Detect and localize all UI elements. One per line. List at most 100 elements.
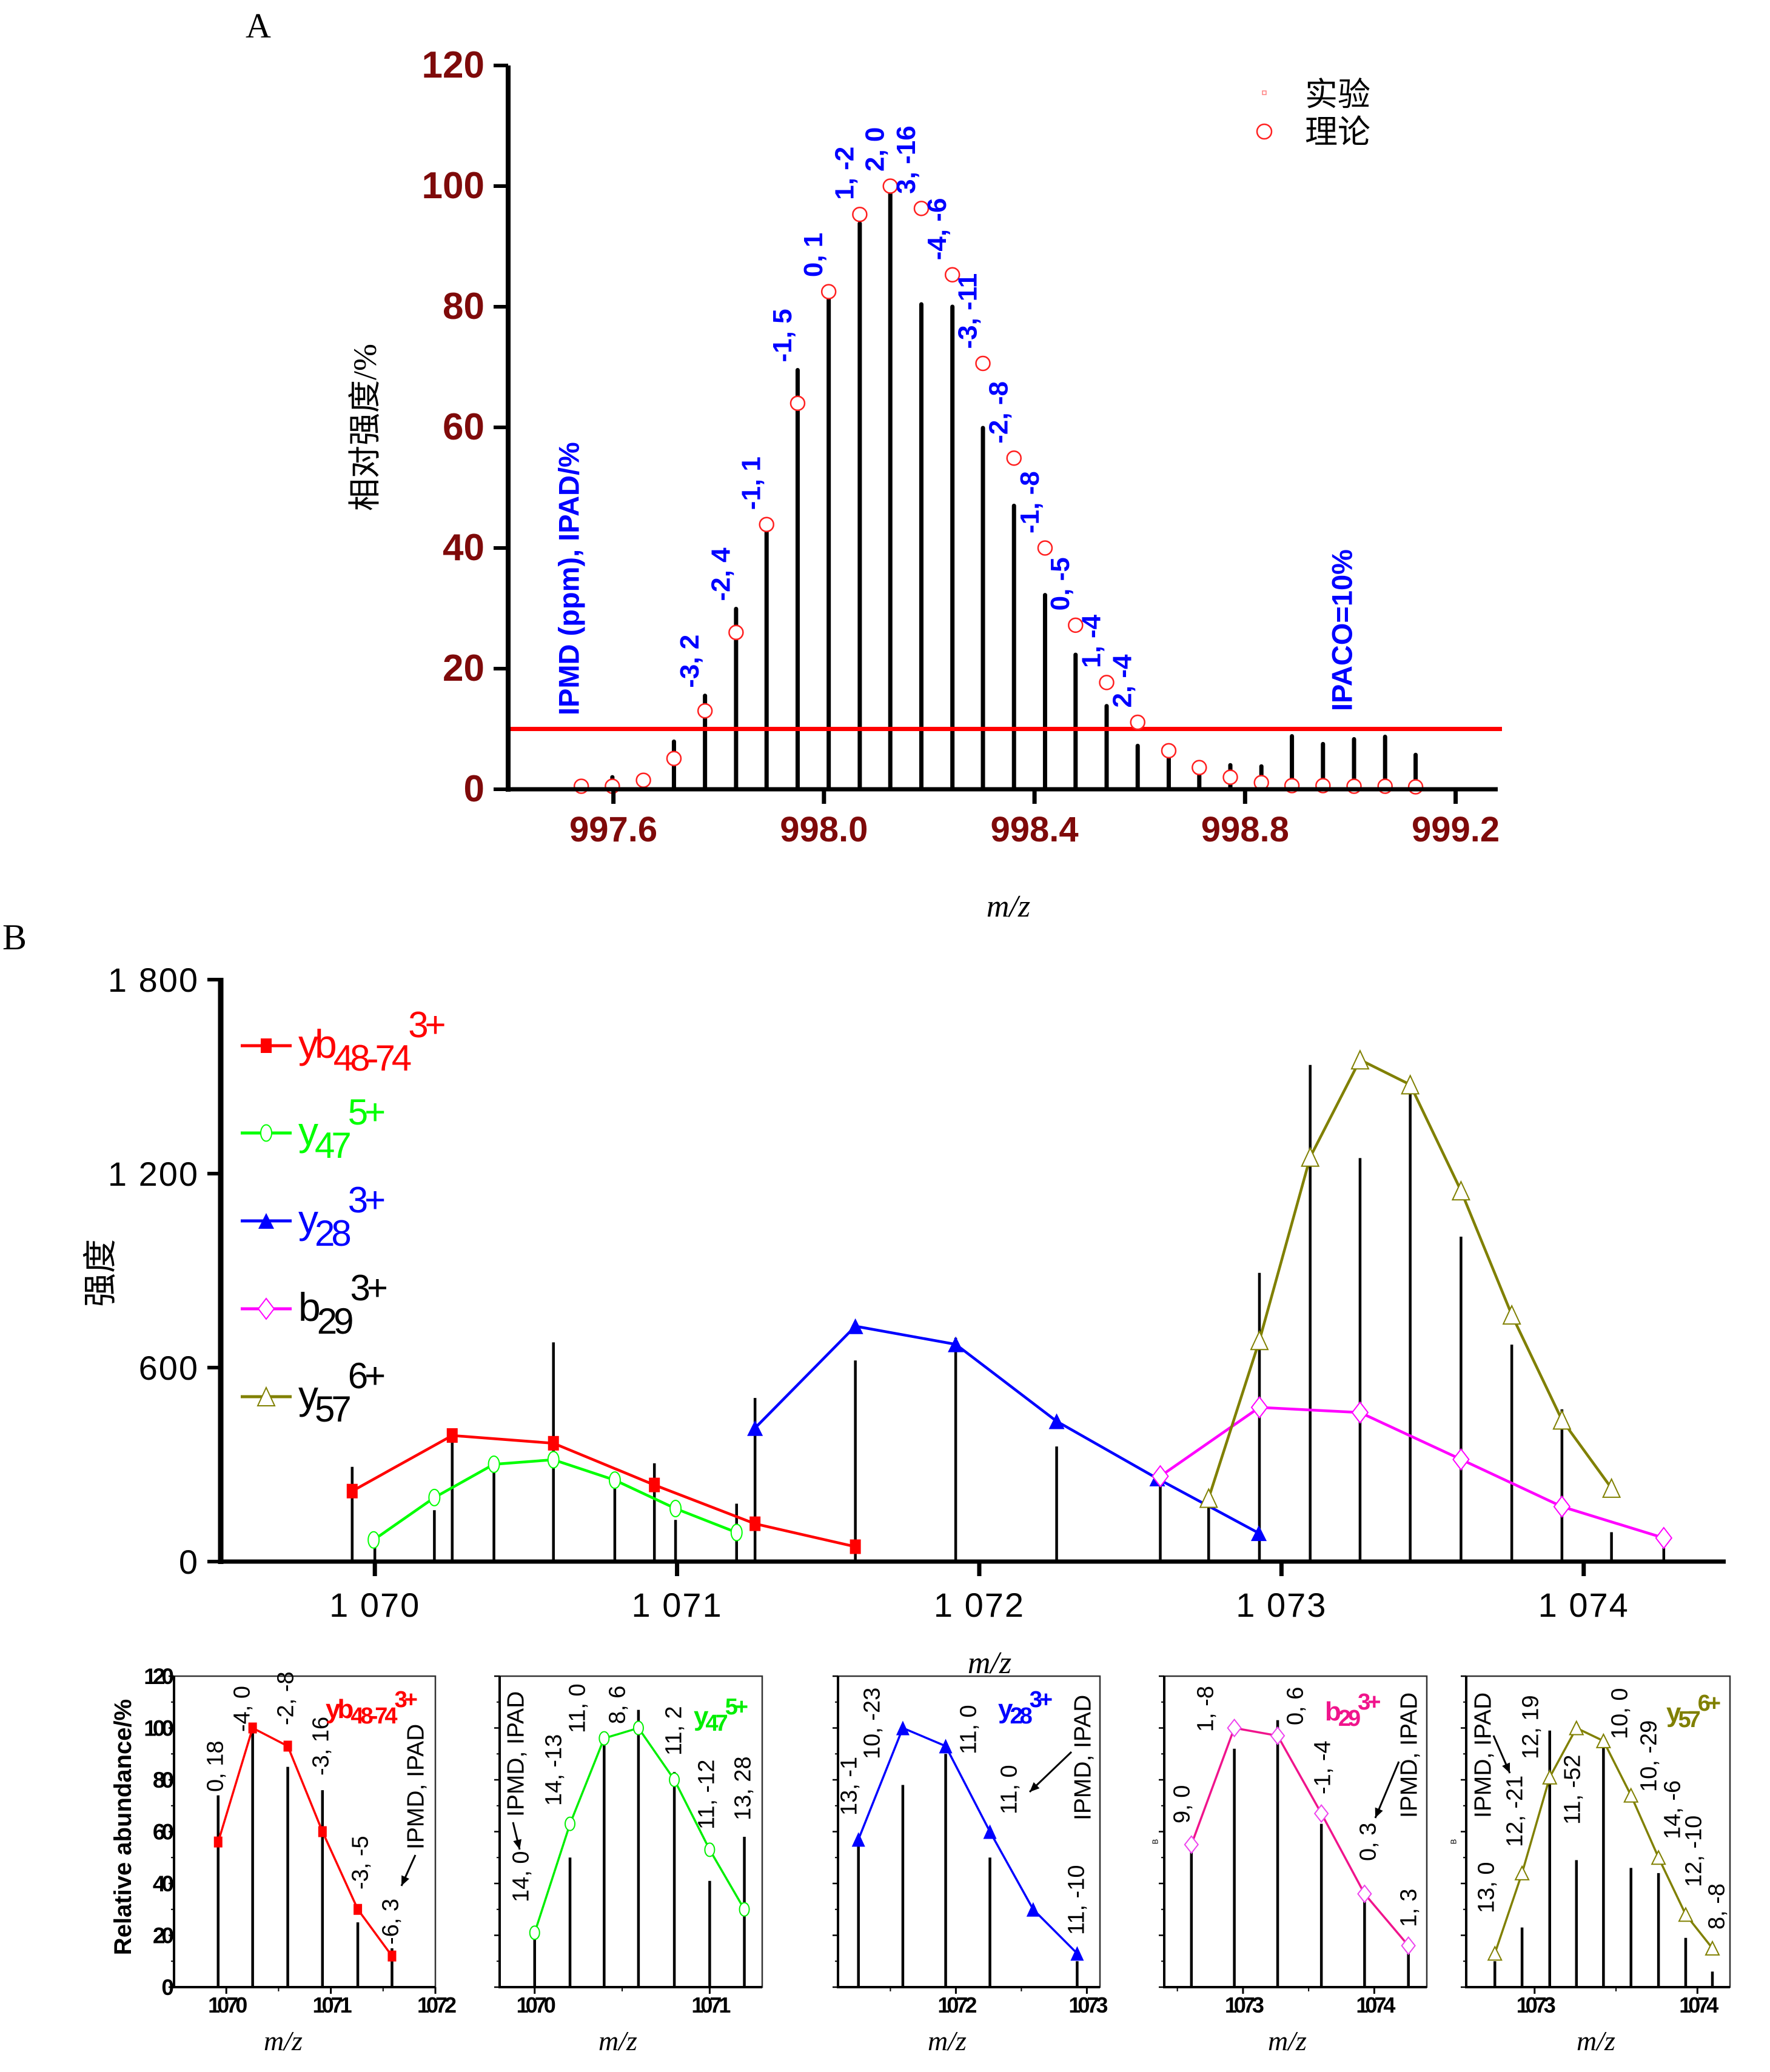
peak-label: -1, -4 [1310,1740,1335,1794]
annotation-arrow-head [401,1875,409,1886]
peak-label: 10, 0 [1607,1688,1632,1739]
peak-label: 2, -4 [1108,654,1138,708]
x-tick-label: 1 071 [632,1586,723,1624]
theoretical-point [913,201,930,216]
legend-label-base: yb [298,1021,335,1066]
x-tick-label: 1073 [1225,1993,1264,2017]
series-point [1552,1409,1572,1430]
x-tick-label: 1074 [1679,1993,1718,2017]
inset-title-subscript: 48-74 [350,1703,397,1729]
theoretical-point [1161,743,1177,759]
peak-label: 8, -8 [1704,1883,1729,1930]
x-axis-title: m/z [968,1646,1011,1680]
legend-marker [258,1213,274,1229]
theoretical-point [939,1739,953,1754]
x-axis-title: m/z [1268,2025,1307,2056]
legend-marker [261,1038,272,1053]
inset-title-subscript: 29 [1338,1706,1360,1731]
theoretical-point [1026,1902,1040,1917]
theoretical-point [759,516,774,532]
series-point [747,1420,763,1436]
legend-label-subscript: 28 [315,1213,350,1254]
theoretical-point [598,1731,610,1746]
y-tick-label: 120 [422,44,484,86]
panel-label-a: A [246,6,271,45]
theoretical-point [387,1950,397,1962]
legend-label: yb48-743+ [298,1004,445,1078]
x-tick-label: 1 073 [1236,1586,1327,1624]
peak-label: 12, -10 [1681,1816,1706,1887]
annotation-ipmd-ipad: IPMD, IPAD [1070,1695,1096,1820]
peak-label: 12, -21 [1502,1776,1527,1847]
inset-title-superscript: 3+ [1358,1689,1380,1715]
theoretical-point [1099,675,1115,690]
series-point [1553,1495,1571,1518]
theoretical-point [1569,1720,1584,1736]
series-point [1048,1413,1065,1429]
peak-label: 0, 3 [1355,1823,1381,1861]
theoretical-point [1651,1850,1666,1865]
theoretical-point [820,284,837,299]
theoretical-point [1227,1718,1242,1738]
peak-label: -1, 1 [737,456,766,510]
series-line [754,1325,1260,1535]
x-axis-title: m/z [1577,2025,1615,2056]
panel-label-b: B [2,917,27,957]
peak-label: 9, 0 [1169,1785,1195,1823]
peak-label: 0, 1 [799,233,828,277]
peak-label: 11, 0 [956,1705,981,1754]
inset-title-subscript: 28 [1010,1703,1031,1729]
annotation-arrow-head [513,1839,522,1850]
y-tick-label: 1 200 [108,1155,199,1193]
series-point [847,1318,863,1334]
peak-label: 11, -10 [1064,1865,1089,1935]
y-tick-label: 60 [443,406,484,448]
peak-label: 3, -16 [891,125,921,194]
peak-label: 11, -12 [694,1760,719,1830]
legend-label-subscript: 57 [315,1389,350,1429]
theoretical-point [213,1836,223,1848]
theoretical-point [882,178,898,194]
series-point [1250,1525,1267,1542]
y-tick-label: 80 [443,286,484,327]
legend-label-theoretical: 理论 [1305,114,1370,150]
x-axis-title: m/z [598,2025,637,2056]
peak-label: 11, 2 [661,1706,686,1756]
inset-title-superscript: 3+ [395,1687,417,1713]
theoretical-point [1192,760,1207,775]
theoretical-point [944,267,960,283]
theoretical-point [1068,617,1084,633]
peak-label: -1, 5 [768,309,797,362]
series-y47 [367,1451,743,1549]
x-tick-label: 1072 [937,1993,976,2017]
theoretical-point [1313,1803,1329,1823]
x-tick-label: 1071 [313,1993,352,2017]
x-tick-label: 1070 [208,1993,247,2017]
peak-label: -1, -8 [1015,471,1045,533]
annotation-arrow-head [1030,1782,1040,1792]
peak-label: 2, 0 [860,127,890,172]
theoretical-point [1222,769,1238,785]
legend-label-subscript: 29 [317,1301,352,1342]
series-point [488,1455,500,1473]
legend-item: y283+ [241,1180,388,1254]
theoretical-point [1006,450,1022,466]
y-tick-label: 0 [464,768,484,810]
series-point [547,1451,560,1469]
series-point [1301,1146,1320,1167]
series-point [749,1516,761,1531]
y-tick-label: 0 [179,1543,199,1581]
x-tick-label: 1 074 [1538,1586,1629,1624]
peak-label: 14, -13 [541,1734,566,1806]
series-point [1451,1180,1470,1201]
peak-label: 1, -2 [830,147,859,200]
annotation-arrow-shaft [1374,1761,1400,1819]
x-tick-label: 1070 [517,1993,555,2017]
peak-label: 8, 6 [605,1686,630,1724]
peak-label: 13, 0 [1473,1862,1499,1913]
y-tick-label: 600 [139,1349,199,1387]
peak-label: -4, 0 [229,1686,255,1732]
